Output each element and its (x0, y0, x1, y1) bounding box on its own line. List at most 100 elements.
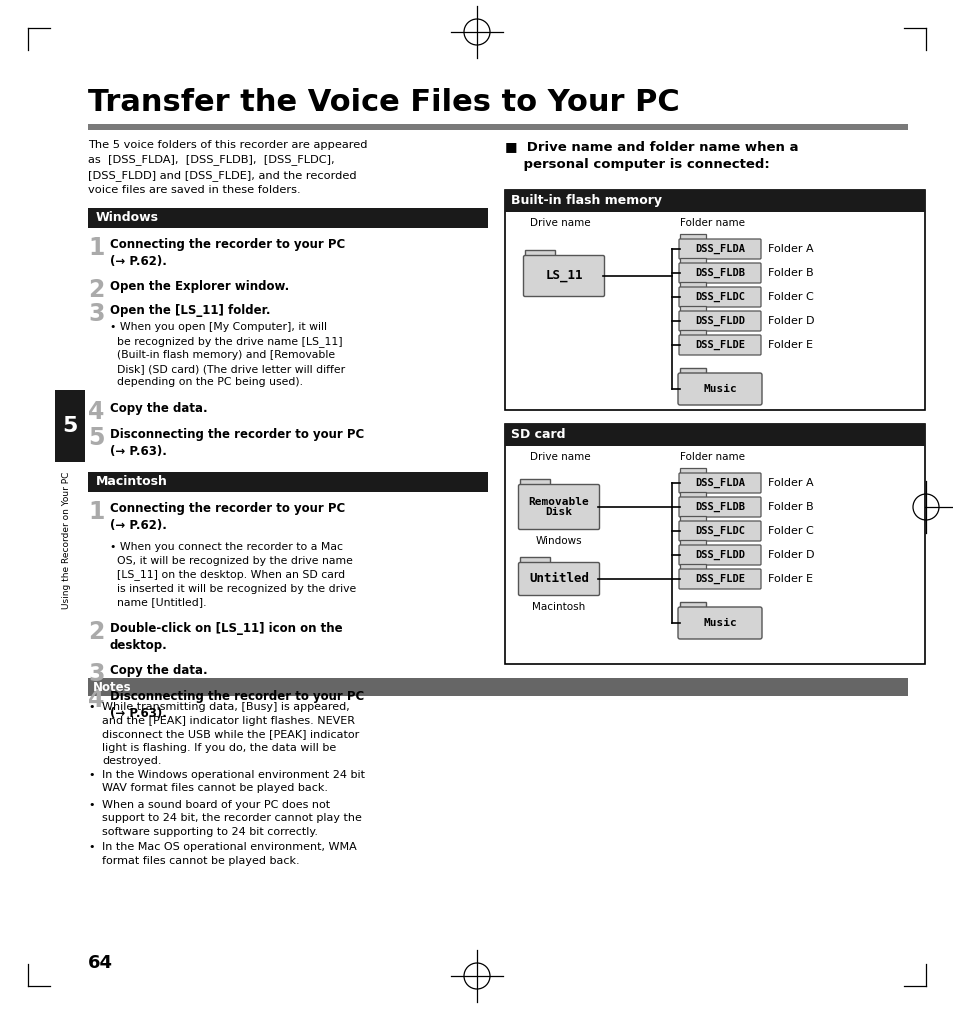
Bar (88, 678, 907, 696)
Text: SD card: SD card (511, 428, 565, 441)
Text: Folder A: Folder A (767, 244, 813, 254)
Text: Open the [LS_11] folder.: Open the [LS_11] folder. (110, 304, 271, 317)
Bar (519, 557, 549, 564)
Text: Transfer the Voice Files to Your PC: Transfer the Voice Files to Your PC (88, 88, 679, 117)
Text: Copy the data.: Copy the data. (110, 664, 208, 677)
Bar (88, 208, 488, 228)
Text: Windows: Windows (536, 536, 581, 546)
FancyBboxPatch shape (679, 521, 760, 541)
Text: DSS_FLDD: DSS_FLDD (695, 316, 744, 327)
FancyBboxPatch shape (678, 607, 761, 639)
Text: Connecting the recorder to your PC
(→ P.62).: Connecting the recorder to your PC (→ P.… (110, 238, 345, 268)
Text: Drive name: Drive name (530, 452, 590, 462)
Text: DSS_FLDB: DSS_FLDB (695, 502, 744, 512)
FancyBboxPatch shape (679, 263, 760, 283)
Text: 4: 4 (88, 689, 104, 712)
Text: Drive name: Drive name (530, 218, 590, 228)
Text: Folder B: Folder B (767, 502, 813, 512)
Text: Folder C: Folder C (767, 292, 813, 302)
Text: Macintosh: Macintosh (532, 602, 585, 612)
Text: 3: 3 (88, 662, 105, 686)
Text: 3: 3 (88, 302, 105, 325)
Text: DSS_FLDE: DSS_FLDE (695, 574, 744, 584)
Bar (504, 190, 924, 410)
FancyBboxPatch shape (678, 373, 761, 405)
Bar (679, 368, 705, 375)
Text: Open the Explorer window.: Open the Explorer window. (110, 280, 289, 293)
Bar (679, 306, 705, 312)
Text: •: • (88, 770, 94, 780)
Text: The 5 voice folders of this recorder are appeared
as  [DSS_FLDA],  [DSS_FLDB],  : The 5 voice folders of this recorder are… (88, 140, 367, 195)
Text: •: • (88, 799, 94, 809)
Text: DSS_FLDA: DSS_FLDA (695, 478, 744, 488)
Bar (519, 479, 549, 486)
FancyBboxPatch shape (679, 287, 760, 307)
Text: Macintosh: Macintosh (96, 475, 168, 488)
Text: Music: Music (702, 384, 736, 394)
Bar (679, 468, 705, 474)
Text: Windows: Windows (96, 211, 159, 224)
Text: DSS_FLDC: DSS_FLDC (695, 292, 744, 302)
FancyBboxPatch shape (518, 485, 598, 529)
Text: In the Mac OS operational environment, WMA
format files cannot be played back.: In the Mac OS operational environment, W… (102, 842, 356, 866)
Text: DSS_FLDC: DSS_FLDC (695, 526, 744, 536)
Text: Connecting the recorder to your PC
(→ P.62).: Connecting the recorder to your PC (→ P.… (110, 502, 345, 532)
Text: 64: 64 (88, 954, 112, 972)
Text: Double-click on [LS_11] icon on the
desktop.: Double-click on [LS_11] icon on the desk… (110, 622, 342, 652)
Text: Folder E: Folder E (767, 574, 812, 584)
FancyBboxPatch shape (679, 569, 760, 589)
Text: Disconnecting the recorder to your PC
(→ P.63).: Disconnecting the recorder to your PC (→… (110, 428, 364, 458)
Text: Folder E: Folder E (767, 340, 812, 350)
Text: Removable: Removable (528, 497, 589, 507)
Bar (679, 516, 705, 522)
Text: LS_11: LS_11 (545, 270, 582, 283)
Text: 1: 1 (88, 500, 104, 524)
Text: Music: Music (702, 618, 736, 628)
Bar (88, 124, 907, 130)
Bar (88, 472, 488, 492)
Text: Folder A: Folder A (767, 478, 813, 488)
Text: Folder C: Folder C (767, 526, 813, 536)
FancyBboxPatch shape (679, 311, 760, 331)
Text: Folder name: Folder name (679, 218, 744, 228)
Bar (679, 540, 705, 546)
Text: ■  Drive name and folder name when a
    personal computer is connected:: ■ Drive name and folder name when a pers… (504, 140, 798, 171)
Text: Disconnecting the recorder to your PC
(→ P.63).: Disconnecting the recorder to your PC (→… (110, 690, 364, 720)
Bar (679, 330, 705, 336)
Text: In the Windows operational environment 24 bit
WAV format files cannot be played : In the Windows operational environment 2… (102, 770, 365, 793)
Text: Built-in flash memory: Built-in flash memory (511, 194, 661, 207)
Bar (504, 424, 924, 446)
Bar (504, 424, 924, 664)
Bar (679, 492, 705, 498)
Text: 1: 1 (88, 236, 104, 260)
FancyBboxPatch shape (679, 497, 760, 517)
Bar (679, 282, 705, 288)
Text: 5: 5 (62, 416, 77, 436)
Text: DSS_FLDD: DSS_FLDD (695, 550, 744, 560)
Bar (524, 250, 554, 257)
Bar (679, 564, 705, 570)
FancyBboxPatch shape (518, 563, 598, 595)
Text: Untitled: Untitled (529, 573, 588, 585)
Text: DSS_FLDB: DSS_FLDB (695, 268, 744, 278)
Text: 2: 2 (88, 620, 104, 644)
Bar (504, 190, 924, 212)
Text: Folder name: Folder name (679, 452, 744, 462)
Text: Folder B: Folder B (767, 268, 813, 278)
Text: Folder D: Folder D (767, 316, 814, 325)
Bar (679, 234, 705, 240)
Text: DSS_FLDA: DSS_FLDA (695, 244, 744, 255)
Text: 2: 2 (88, 278, 104, 302)
Bar (679, 258, 705, 264)
Bar (679, 602, 705, 609)
FancyBboxPatch shape (679, 239, 760, 259)
Text: While transmitting data, [Busy] is appeared,
and the [PEAK] indicator light flas: While transmitting data, [Busy] is appea… (102, 702, 359, 767)
FancyBboxPatch shape (679, 335, 760, 355)
FancyBboxPatch shape (523, 256, 604, 296)
Text: When a sound board of your PC does not
support to 24 bit, the recorder cannot pl: When a sound board of your PC does not s… (102, 799, 361, 837)
Text: •: • (88, 842, 94, 852)
Text: • When you open [My Computer], it will
  be recognized by the drive name [LS_11]: • When you open [My Computer], it will b… (110, 322, 345, 387)
Text: DSS_FLDE: DSS_FLDE (695, 340, 744, 350)
Text: Folder D: Folder D (767, 550, 814, 560)
Bar (55, 390, 85, 462)
